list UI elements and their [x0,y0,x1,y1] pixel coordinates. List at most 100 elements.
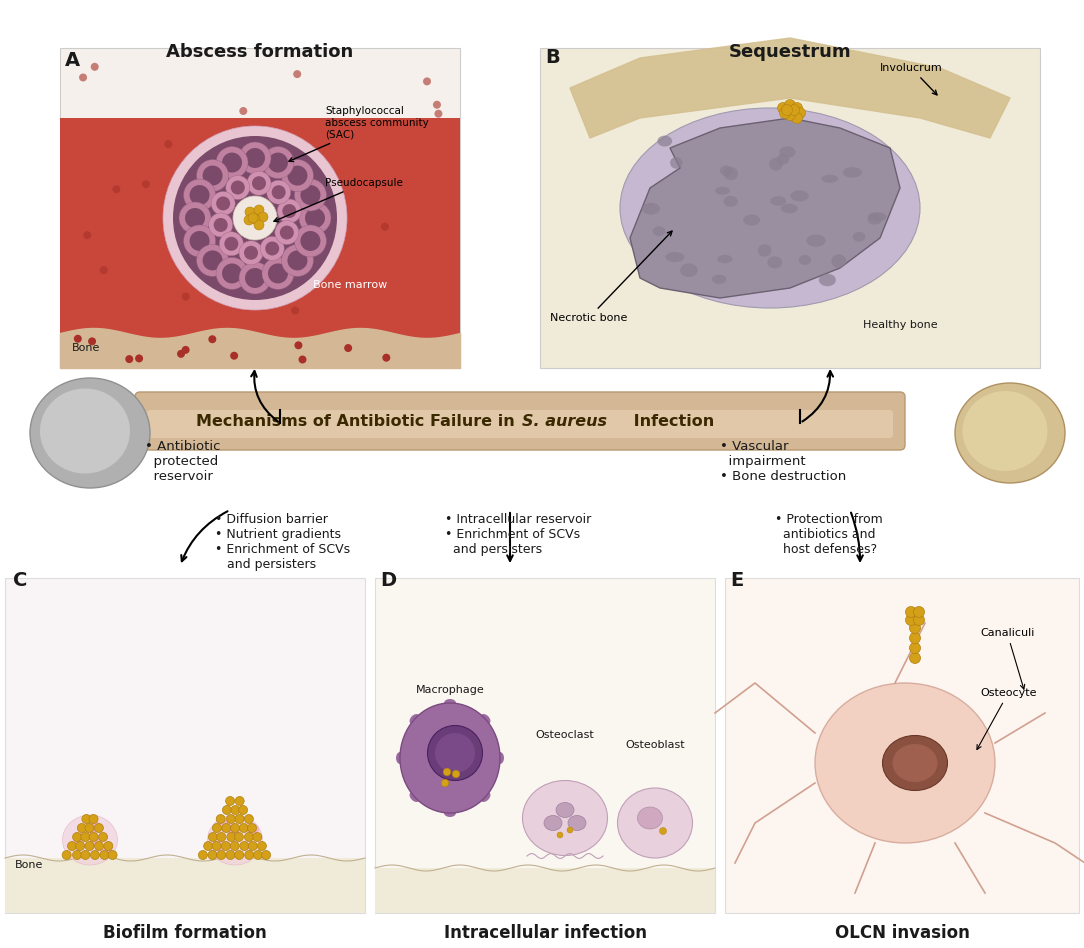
Ellipse shape [282,245,313,277]
Ellipse shape [253,832,262,842]
Ellipse shape [266,242,280,255]
Ellipse shape [212,824,221,832]
Ellipse shape [427,725,482,780]
Text: Osteoblast: Osteoblast [625,740,685,750]
Ellipse shape [280,226,294,240]
Text: D: D [380,571,396,590]
Ellipse shape [235,796,244,806]
Ellipse shape [179,202,211,234]
Ellipse shape [380,223,389,230]
Ellipse shape [62,850,72,860]
Ellipse shape [268,153,288,173]
Ellipse shape [91,63,99,71]
Ellipse shape [184,178,193,187]
Ellipse shape [815,683,995,843]
Ellipse shape [822,174,838,183]
Bar [540,48,1040,368]
Ellipse shape [666,252,684,263]
Text: Bone marrow: Bone marrow [313,280,387,290]
Text: Infection: Infection [628,413,714,428]
Ellipse shape [177,350,185,357]
Ellipse shape [203,250,222,270]
Ellipse shape [914,607,925,617]
Polygon shape [570,38,1010,138]
Ellipse shape [217,850,225,860]
Ellipse shape [231,180,245,194]
Ellipse shape [88,337,96,345]
Ellipse shape [94,842,103,850]
Ellipse shape [91,835,103,847]
Ellipse shape [212,842,221,850]
Ellipse shape [216,147,248,178]
Ellipse shape [441,779,449,787]
Text: Osteocyte: Osteocyte [977,688,1036,750]
Ellipse shape [653,227,666,236]
Bar [375,578,715,913]
Ellipse shape [245,268,264,288]
Text: S. aureus: S. aureus [522,413,607,428]
FancyBboxPatch shape [136,392,905,450]
Ellipse shape [779,107,790,118]
Ellipse shape [208,832,218,842]
Ellipse shape [196,245,229,277]
Ellipse shape [238,806,247,814]
Text: • Protection from
  antibiotics and
  host defenses?: • Protection from antibiotics and host d… [775,513,882,556]
Ellipse shape [247,824,259,835]
Ellipse shape [657,136,672,147]
Ellipse shape [410,714,420,724]
Ellipse shape [85,842,94,850]
Ellipse shape [262,258,294,289]
Ellipse shape [771,196,786,206]
Ellipse shape [240,107,247,115]
Bar [375,868,715,913]
Ellipse shape [305,208,325,228]
Ellipse shape [892,744,938,782]
Ellipse shape [207,815,262,865]
Ellipse shape [231,806,240,814]
Ellipse shape [868,212,887,222]
Ellipse shape [853,232,865,242]
Ellipse shape [85,827,96,838]
Ellipse shape [867,213,882,225]
Ellipse shape [780,204,798,213]
Bar [5,578,365,913]
Ellipse shape [770,157,783,171]
Ellipse shape [963,391,1047,471]
Ellipse shape [383,354,390,362]
Ellipse shape [248,213,258,223]
Ellipse shape [222,264,242,283]
Ellipse shape [282,204,296,218]
Text: Macrophage: Macrophage [415,685,485,695]
Ellipse shape [81,850,90,860]
Ellipse shape [73,832,81,842]
Ellipse shape [496,752,504,764]
Ellipse shape [642,203,660,214]
Ellipse shape [222,153,242,173]
Text: • Intracellular reservoir
• Enrichment of SCVs
  and persisters: • Intracellular reservoir • Enrichment o… [446,513,591,556]
Ellipse shape [443,768,451,775]
Ellipse shape [400,703,500,813]
Ellipse shape [245,850,254,860]
Ellipse shape [297,273,305,281]
Ellipse shape [287,166,308,186]
Ellipse shape [230,842,240,850]
Ellipse shape [81,832,90,842]
Ellipse shape [556,803,575,817]
Ellipse shape [257,842,267,850]
Ellipse shape [567,827,573,833]
Ellipse shape [100,266,107,274]
Ellipse shape [224,237,238,251]
Ellipse shape [89,814,98,824]
Ellipse shape [396,752,404,764]
Ellipse shape [214,246,222,254]
Ellipse shape [216,814,225,824]
Ellipse shape [89,832,99,842]
Polygon shape [630,118,900,298]
Ellipse shape [272,185,286,199]
Ellipse shape [715,187,730,195]
Ellipse shape [909,623,920,633]
Ellipse shape [238,241,263,264]
Ellipse shape [245,832,254,842]
Ellipse shape [544,815,562,830]
Text: Healthy bone: Healthy bone [863,320,938,330]
